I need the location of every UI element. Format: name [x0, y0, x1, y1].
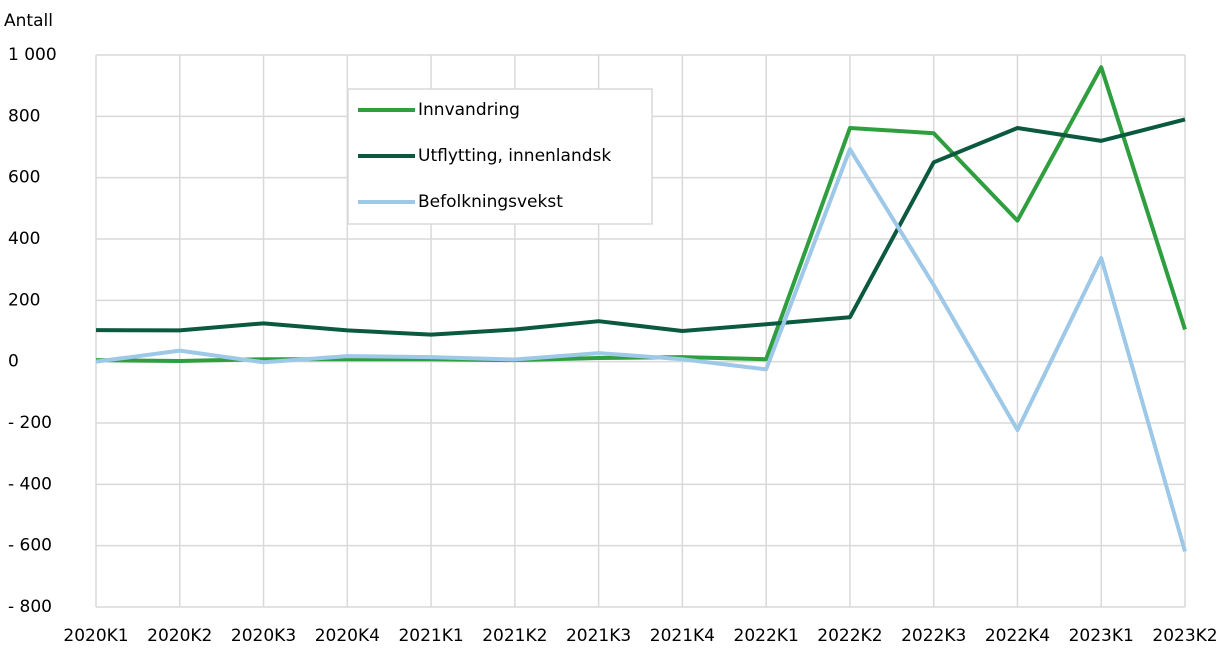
y-tick-label: 600	[8, 168, 40, 188]
series-line	[95, 147, 1187, 553]
y-tick-label: 400	[8, 229, 40, 249]
x-tick-label: 2021K1	[398, 626, 463, 646]
legend-label: Befolkningsvekst	[418, 192, 563, 212]
y-tick-label: 0	[8, 352, 19, 372]
x-tick-label: 2022K3	[901, 626, 966, 646]
x-tick-label: 2020K2	[147, 626, 212, 646]
x-tick-label: 2020K1	[63, 626, 128, 646]
y-tick-label: 200	[8, 290, 40, 310]
x-tick-label: 2023K1	[1069, 626, 1134, 646]
legend: Innvandring Utflytting, innenlandsk Befolk…	[347, 88, 653, 225]
y-tick-label: - 600	[8, 536, 52, 556]
x-tick-label: 2021K2	[482, 626, 547, 646]
y-tick-label: 1 000	[8, 45, 57, 65]
x-tick-label: 2020K3	[231, 626, 296, 646]
x-tick-label: 2022K4	[985, 626, 1050, 646]
x-tick-label: 2022K2	[817, 626, 882, 646]
legend-label: Utflytting, innenlandsk	[418, 146, 611, 166]
y-axis-label: Antall	[4, 11, 53, 31]
legend-label: Innvandring	[418, 100, 520, 120]
x-tick-label: 2023K2	[1152, 626, 1217, 646]
series-line	[95, 117, 1186, 337]
x-tick-label: 2021K3	[566, 626, 631, 646]
x-tick-label: 2022K1	[734, 626, 799, 646]
x-tick-label: 2021K4	[650, 626, 715, 646]
y-tick-label: - 400	[8, 474, 52, 494]
y-tick-label: - 800	[8, 597, 52, 617]
x-tick-label: 2020K4	[315, 626, 380, 646]
y-tick-label: - 200	[8, 413, 52, 433]
y-tick-label: 800	[8, 106, 40, 126]
